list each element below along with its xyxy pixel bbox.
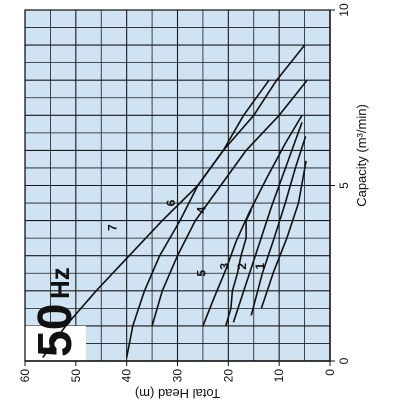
hz-badge: 50 Hz: [25, 267, 86, 361]
y-tick-label: 10: [272, 369, 286, 383]
curve-2: [250, 136, 307, 316]
x-tick-label: 10: [337, 3, 351, 17]
curve-5: [225, 209, 252, 327]
x-axis-label: Capacity (m³/min): [354, 104, 369, 207]
badge-unit: Hz: [45, 267, 75, 299]
curve-label-1: 1: [253, 263, 267, 270]
curve-3: [232, 122, 303, 323]
curve-label-2: 2: [235, 263, 249, 270]
curve-label-6: 6: [164, 199, 178, 206]
y-tick-label: 60: [18, 369, 32, 383]
curve-4: [202, 114, 303, 327]
y-axis-label: Total Head (m): [135, 386, 220, 401]
badge-value: 50: [29, 304, 82, 357]
curves: [42, 44, 308, 358]
x-tick-label: 0: [337, 357, 351, 364]
axes: 0 10 20 30 40 50 60 0 5 10: [18, 3, 351, 382]
x-tick-label: 5: [337, 182, 351, 189]
curve-1: [260, 160, 307, 309]
curve-8: [42, 44, 306, 358]
y-tick-label: 20: [221, 369, 235, 383]
curve-label-3: 3: [217, 263, 231, 270]
y-tick-label: 30: [171, 369, 185, 383]
curve-7: [125, 79, 270, 358]
curve-label-7: 7: [106, 224, 120, 231]
y-tick-label: 40: [120, 369, 134, 383]
y-tick-label: 50: [69, 369, 83, 383]
curve-labels: 123 4 5 6 7: [106, 199, 267, 276]
curve-label-5: 5: [194, 270, 208, 277]
y-tick-label: 0: [323, 369, 337, 376]
badge-background: [25, 325, 86, 361]
curve-label-4: 4: [194, 206, 208, 213]
curve-6: [151, 79, 308, 327]
